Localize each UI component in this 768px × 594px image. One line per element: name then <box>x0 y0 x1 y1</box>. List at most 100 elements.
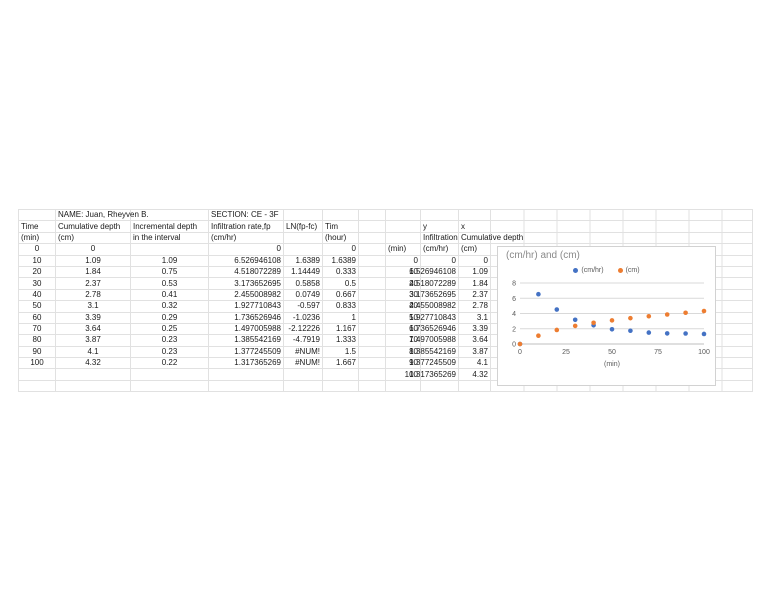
inc-depth-cell[interactable]: 1.09 <box>130 254 209 267</box>
ln-cell[interactable]: -4.7919 <box>283 334 323 347</box>
hour-cell[interactable]: 0.5 <box>322 277 359 290</box>
time-cell[interactable]: 100 <box>18 357 56 370</box>
rate-cell[interactable]: 2.455008982 <box>208 288 284 302</box>
header-incremental-depth[interactable]: Incremental depth <box>130 220 209 233</box>
r-unit-min[interactable]: (min) <box>385 243 421 256</box>
rate-cell[interactable]: 6.526946108 <box>208 254 284 267</box>
empty-cell[interactable] <box>358 231 386 245</box>
r-min-cell[interactable]: 0 <box>385 254 421 267</box>
cum-depth-cell[interactable]: 3.1 <box>55 300 131 313</box>
empty-cell[interactable] <box>130 379 209 393</box>
time-cell[interactable]: 60 <box>18 311 56 324</box>
empty-cell[interactable] <box>322 379 359 393</box>
ln-cell[interactable]: #NUM! <box>283 357 323 370</box>
empty-cell[interactable] <box>18 368 56 381</box>
ln-cell[interactable]: 1.14449 <box>283 265 323 279</box>
inc-depth-cell[interactable]: 0.22 <box>130 357 209 370</box>
r-unit-cmhr[interactable]: (cm/hr) <box>420 243 459 256</box>
rate-cell[interactable]: 1.497005988 <box>208 322 284 336</box>
empty-cell[interactable] <box>322 208 359 222</box>
header-cumulative-depth[interactable]: Cumulative depth <box>55 220 131 233</box>
ln-cell[interactable] <box>283 243 323 256</box>
cum-depth-cell[interactable]: 1.09 <box>55 254 131 267</box>
empty-cell[interactable] <box>283 231 323 245</box>
empty-cell[interactable] <box>358 345 386 359</box>
cum-depth-cell[interactable]: 0 <box>55 243 131 256</box>
empty-cell[interactable] <box>385 231 421 245</box>
r-cum-cell[interactable]: 2.78 <box>458 300 491 313</box>
unit-min[interactable]: (min) <box>18 231 56 245</box>
hour-cell[interactable]: 1.5 <box>322 345 359 359</box>
empty-cell[interactable] <box>358 379 386 393</box>
empty-cell[interactable] <box>458 379 491 393</box>
empty-cell[interactable] <box>358 311 386 324</box>
time-cell[interactable]: 50 <box>18 300 56 313</box>
r-rate-cell[interactable]: 1.377245509 <box>409 357 459 370</box>
empty-cell[interactable] <box>385 208 421 222</box>
time-cell[interactable]: 30 <box>18 277 56 290</box>
header-infiltration[interactable]: Infiltration <box>420 231 459 245</box>
empty-cell[interactable] <box>322 368 359 381</box>
header-time-hour[interactable]: Tim <box>322 220 359 233</box>
empty-cell[interactable] <box>358 357 386 370</box>
empty-cell[interactable] <box>55 368 131 381</box>
empty-cell[interactable] <box>358 265 386 279</box>
ln-cell[interactable]: 0.0749 <box>283 288 323 302</box>
hour-cell[interactable]: 1.167 <box>322 322 359 336</box>
inc-depth-cell[interactable]: 0.75 <box>130 265 209 279</box>
time-cell[interactable]: 70 <box>18 322 56 336</box>
empty-cell[interactable] <box>358 254 386 267</box>
inc-depth-cell[interactable]: 0.25 <box>130 322 209 336</box>
r-unit-cm[interactable]: (cm) <box>458 243 491 256</box>
empty-cells[interactable] <box>490 208 753 222</box>
inc-depth-cell[interactable]: 0.23 <box>130 345 209 359</box>
r-rate-cell[interactable]: 1.385542169 <box>409 345 459 359</box>
empty-cell[interactable] <box>358 322 386 336</box>
hour-cell[interactable]: 0.667 <box>322 288 359 302</box>
inc-depth-cell[interactable]: 0.32 <box>130 300 209 313</box>
header-in-the-interval[interactable]: in the interval <box>130 231 209 245</box>
empty-cell[interactable] <box>420 208 459 222</box>
cum-depth-cell[interactable]: 1.84 <box>55 265 131 279</box>
rate-cell[interactable]: 1.927710843 <box>208 300 284 313</box>
r-cum-cell[interactable]: 3.39 <box>458 322 491 336</box>
empty-cell[interactable] <box>458 208 491 222</box>
time-cell[interactable]: 0 <box>18 243 56 256</box>
r-rate-cell[interactable]: 1.736526946 <box>409 322 459 336</box>
r-cum-cell[interactable]: 4.32 <box>458 368 491 381</box>
r-rate-cell[interactable]: 6.526946108 <box>409 265 459 279</box>
empty-cell[interactable] <box>358 220 386 233</box>
time-cell[interactable]: 20 <box>18 265 56 279</box>
r-rate-cell[interactable]: 1.497005988 <box>409 334 459 347</box>
empty-cell[interactable] <box>358 368 386 381</box>
ln-cell[interactable]: -0.597 <box>283 300 323 313</box>
hour-cell[interactable]: 1 <box>322 311 359 324</box>
r-rate-cell[interactable]: 0 <box>420 254 459 267</box>
unit-hour[interactable]: (hour) <box>322 231 359 245</box>
empty-cell[interactable] <box>283 379 323 393</box>
cum-depth-cell[interactable]: 3.87 <box>55 334 131 347</box>
hour-cell[interactable]: 1.6389 <box>322 254 359 267</box>
legend-item-cmhr[interactable]: (cm/hr) <box>573 267 604 274</box>
time-cell[interactable]: 80 <box>18 334 56 347</box>
empty-cells[interactable] <box>490 220 753 233</box>
unit-cm[interactable]: (cm) <box>55 231 131 245</box>
header-x-letter[interactable]: x <box>458 220 491 233</box>
empty-cell[interactable] <box>208 379 284 393</box>
hour-cell[interactable]: 0.333 <box>322 265 359 279</box>
empty-cell[interactable] <box>55 379 131 393</box>
inc-depth-cell[interactable]: 0.41 <box>130 288 209 302</box>
empty-cell[interactable] <box>358 208 386 222</box>
unit-cmhr[interactable]: (cm/hr) <box>208 231 284 245</box>
r-rate-cell[interactable]: 3.173652695 <box>409 288 459 302</box>
rate-cell[interactable]: 1.317365269 <box>208 357 284 370</box>
empty-cells[interactable] <box>490 231 753 245</box>
empty-cell[interactable] <box>420 379 459 393</box>
cum-depth-cell[interactable]: 2.37 <box>55 277 131 290</box>
empty-cell[interactable] <box>358 334 386 347</box>
legend-item-cm[interactable]: (cm) <box>617 267 640 274</box>
header-ln[interactable]: LN(fp-fc) <box>283 220 323 233</box>
r-rate-cell[interactable]: 1.927710843 <box>409 311 459 324</box>
rate-cell[interactable]: 4.518072289 <box>208 265 284 279</box>
header-y-letter[interactable]: y <box>420 220 459 233</box>
